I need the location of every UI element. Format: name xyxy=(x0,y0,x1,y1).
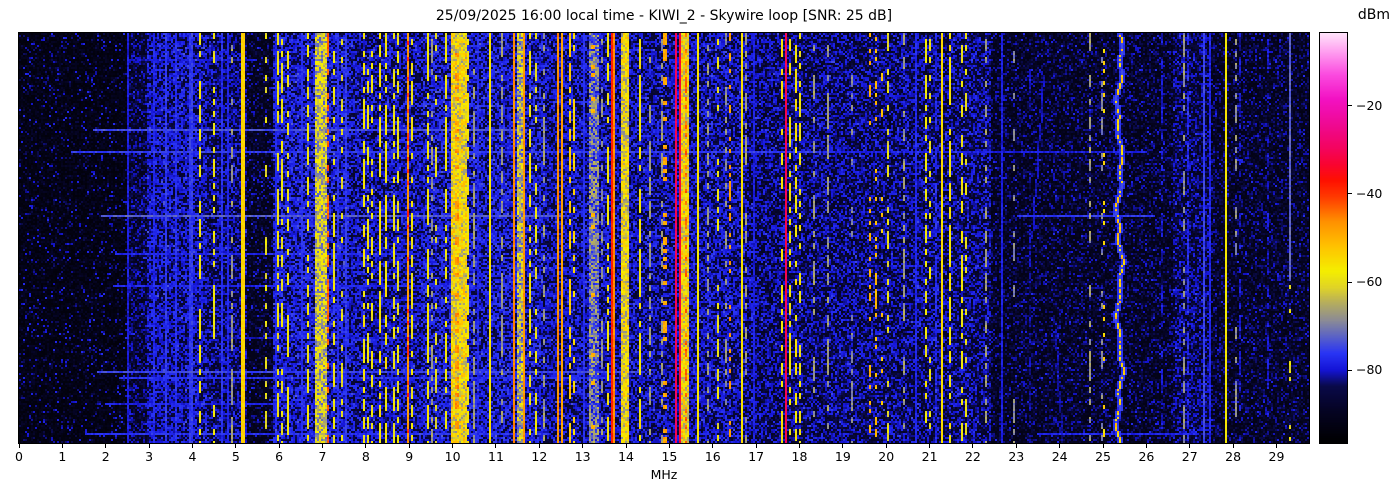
x-tick-mark xyxy=(972,444,974,448)
x-tick-mark xyxy=(582,444,584,448)
x-tick-label: 11 xyxy=(488,449,504,464)
x-tick-mark xyxy=(1189,444,1191,448)
x-tick-mark xyxy=(625,444,627,448)
x-tick-mark xyxy=(755,444,757,448)
x-tick-label: 20 xyxy=(878,449,895,464)
x-tick-mark xyxy=(408,444,410,448)
x-tick-label: 22 xyxy=(964,449,981,464)
x-tick-label: 4 xyxy=(188,449,197,464)
colorbar-canvas xyxy=(1319,32,1348,444)
x-tick-mark xyxy=(105,444,107,448)
x-tick-mark xyxy=(799,444,800,448)
x-tick-label: 1 xyxy=(58,449,67,464)
x-tick-label: 17 xyxy=(748,449,765,464)
colorbar-unit-label: dBm xyxy=(1357,7,1391,23)
x-tick-mark xyxy=(235,444,237,448)
x-tick-label: 23 xyxy=(1008,449,1025,464)
x-tick-label: 28 xyxy=(1225,449,1242,464)
x-tick-mark xyxy=(1232,444,1234,448)
x-tick-mark xyxy=(668,444,670,448)
x-tick-label: 24 xyxy=(1051,449,1068,464)
x-tick-label: 15 xyxy=(661,449,678,464)
colorbar-tick-label: −20 xyxy=(1356,97,1383,113)
x-tick-mark xyxy=(538,444,540,448)
x-tick-mark xyxy=(1102,444,1104,448)
x-tick-label: 0 xyxy=(15,449,23,464)
x-tick-label: 9 xyxy=(405,449,414,464)
x-tick-label: 25 xyxy=(1095,449,1111,464)
x-tick-mark xyxy=(842,444,844,448)
x-tick-mark xyxy=(1145,444,1147,448)
x-tick-label: 6 xyxy=(275,449,284,464)
x-tick-label: 14 xyxy=(618,449,634,464)
x-tick-label: 13 xyxy=(574,449,591,464)
x-tick-label: 5 xyxy=(231,449,240,464)
colorbar-tick-mark xyxy=(1347,281,1352,283)
waterfall-heatmap-canvas xyxy=(18,32,1310,444)
colorbar-tick-mark xyxy=(1347,105,1352,107)
x-tick-label: 12 xyxy=(531,449,548,464)
x-tick-mark xyxy=(322,444,324,448)
x-tick-mark xyxy=(885,444,887,448)
x-tick-label: 21 xyxy=(921,449,938,464)
x-tick-mark xyxy=(191,444,193,448)
x-tick-mark xyxy=(452,444,454,448)
x-tick-label: 16 xyxy=(704,449,721,464)
x-tick-label: 3 xyxy=(145,449,154,464)
colorbar-tick-label: −80 xyxy=(1356,362,1383,378)
x-tick-label: 29 xyxy=(1268,449,1285,464)
x-tick-label: 27 xyxy=(1181,449,1198,464)
x-tick-mark xyxy=(18,444,20,448)
x-tick-mark xyxy=(278,444,280,448)
colorbar-tick-mark xyxy=(1347,369,1352,371)
x-tick-mark xyxy=(1015,444,1017,448)
x-tick-label: 26 xyxy=(1138,449,1155,464)
x-tick-label: 7 xyxy=(318,449,327,464)
x-tick-mark xyxy=(929,444,931,448)
x-tick-mark xyxy=(712,444,714,448)
x-tick-mark xyxy=(495,444,497,448)
x-tick-label: 18 xyxy=(791,449,808,464)
x-tick-mark xyxy=(1059,444,1061,448)
x-tick-label: 10 xyxy=(444,449,461,464)
x-tick-label: 8 xyxy=(361,449,370,464)
colorbar-tick-label: −60 xyxy=(1356,274,1383,290)
x-tick-mark xyxy=(365,444,367,448)
chart-title: 25/09/2025 16:00 local time - KIWI_2 - S… xyxy=(435,8,893,24)
colorbar-tick-label: −40 xyxy=(1356,185,1383,201)
x-tick-label: 19 xyxy=(834,449,851,464)
colorbar-tick-mark xyxy=(1347,193,1352,195)
x-tick-mark xyxy=(61,444,63,448)
x-tick-mark xyxy=(1275,444,1277,448)
x-tick-label: 2 xyxy=(101,449,110,464)
x-tick-mark xyxy=(148,444,150,448)
x-axis-label: MHz xyxy=(650,467,678,482)
